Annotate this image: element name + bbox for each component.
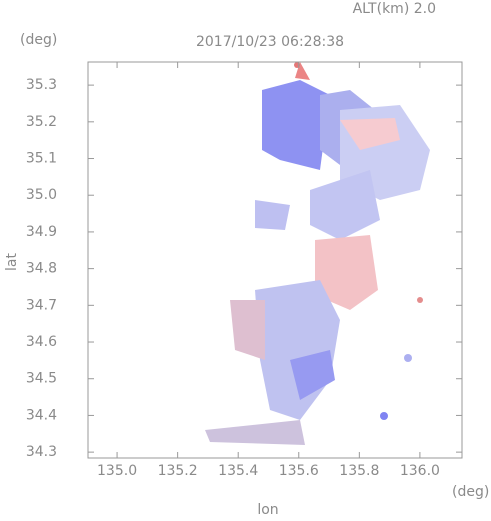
y-tick-label: 35.2 — [26, 114, 57, 130]
x-axis-label: lon — [257, 502, 278, 518]
y-tick-label: 35.1 — [26, 151, 57, 167]
y-axis-label: lat — [4, 253, 20, 271]
y-tick-label: 34.9 — [26, 224, 57, 240]
y-tick-label: 35.3 — [26, 77, 57, 93]
altitude-label: ALT(km) 2.0 — [353, 1, 436, 17]
y-tick-label: 34.4 — [26, 407, 57, 423]
x-tick-label: 135.2 — [158, 463, 198, 479]
x-tick-label: 135.0 — [97, 463, 137, 479]
y-tick-label: 34.7 — [26, 297, 57, 313]
x-tick-label: 135.8 — [339, 463, 379, 479]
y-tick-label: 34.6 — [26, 334, 57, 350]
y-tick-label: 34.5 — [26, 371, 57, 387]
x-tick-label: 135.4 — [218, 463, 258, 479]
x-tick-label: 135.6 — [279, 463, 319, 479]
y-unit: (deg) — [20, 32, 57, 48]
echo-field — [205, 62, 430, 445]
y-tick-label: 34.8 — [26, 261, 57, 277]
x-tick-label: 136.0 — [400, 463, 440, 479]
x-unit: (deg) — [452, 484, 489, 500]
chart-title: 2017/10/23 06:28:38 — [196, 34, 344, 50]
plot-frame — [87, 61, 463, 459]
y-tick-label: 35.0 — [26, 187, 57, 203]
y-tick-label: 34.3 — [26, 444, 57, 460]
